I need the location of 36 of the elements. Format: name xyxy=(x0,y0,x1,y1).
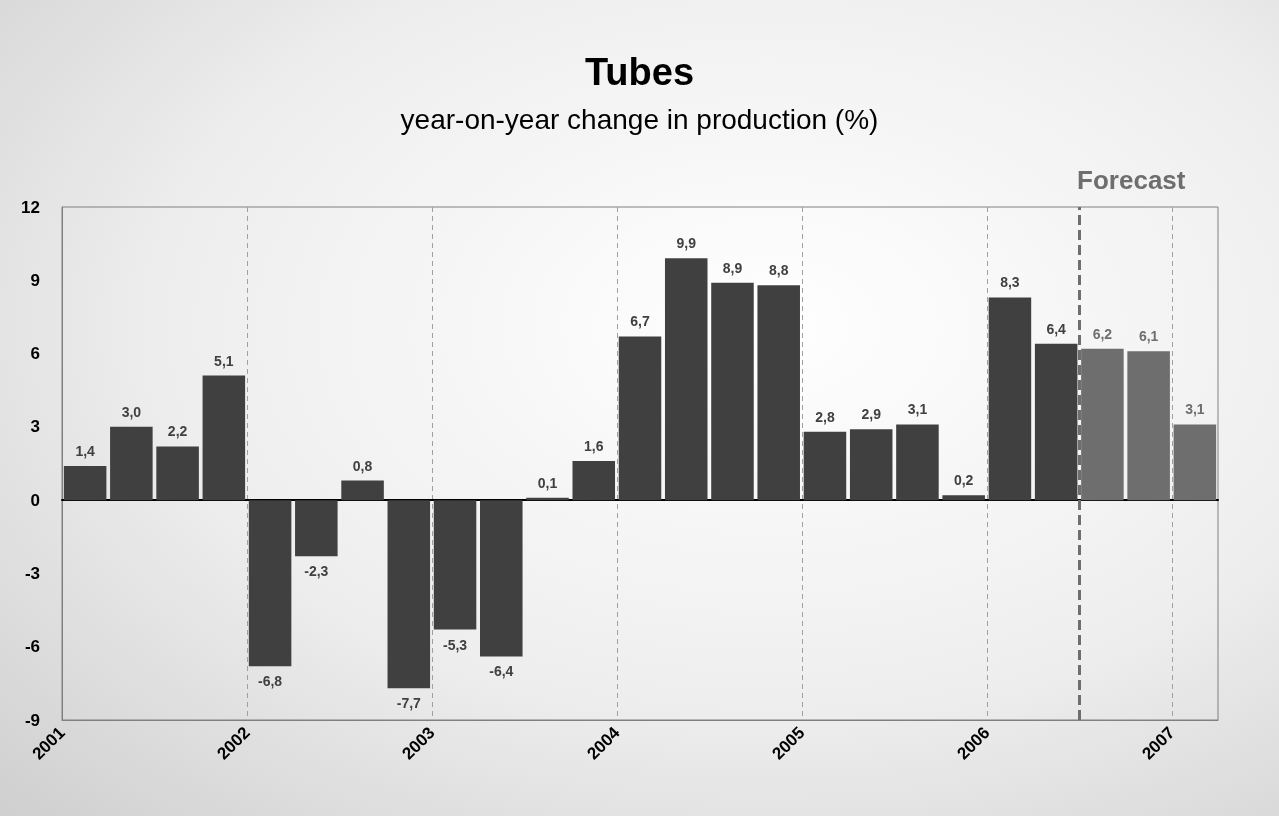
data-label: -2,3 xyxy=(304,563,329,580)
data-label: 2,8 xyxy=(815,408,835,425)
data-label: 0,2 xyxy=(953,472,974,489)
chart-subtitle: year-on-year change in production (%) xyxy=(400,103,879,135)
data-label: 0,8 xyxy=(352,457,373,474)
data-label: 6,7 xyxy=(630,313,650,330)
chart-title: Tubes xyxy=(584,51,695,93)
data-label: 8,9 xyxy=(722,259,743,276)
data-label: 3,0 xyxy=(121,403,142,420)
data-label: 8,3 xyxy=(1000,274,1020,291)
data-label: 1,6 xyxy=(584,438,604,455)
y-tick-label: -9 xyxy=(24,710,40,730)
data-label: 6,4 xyxy=(1046,320,1067,337)
data-label: 0,1 xyxy=(537,474,558,491)
data-label: 3,1 xyxy=(1185,401,1205,418)
data-label: -7,7 xyxy=(396,695,422,712)
y-tick-label: 0 xyxy=(30,490,40,510)
y-tick-label: -6 xyxy=(24,637,40,657)
data-label: 6,2 xyxy=(1092,325,1113,342)
data-label: 8,8 xyxy=(768,262,789,279)
data-label: 2,9 xyxy=(861,406,882,423)
data-label: 9,9 xyxy=(676,235,697,252)
data-label: 2,2 xyxy=(167,423,188,440)
data-label: 5,1 xyxy=(214,352,234,369)
data-label: -6,4 xyxy=(489,663,514,680)
data-label: 6,1 xyxy=(1138,328,1159,345)
data-label: 3,1 xyxy=(907,401,928,418)
y-tick-label: 6 xyxy=(30,344,40,364)
data-label: -6,8 xyxy=(258,673,283,690)
y-tick-label: 9 xyxy=(30,270,40,290)
y-tick-label: -3 xyxy=(24,563,40,583)
ref-line-label: Forecast xyxy=(1077,165,1186,195)
y-tick-label: 12 xyxy=(21,197,40,217)
data-label: 1,4 xyxy=(75,442,96,459)
y-tick-label: 3 xyxy=(30,417,40,437)
data-label: -5,3 xyxy=(442,636,468,653)
